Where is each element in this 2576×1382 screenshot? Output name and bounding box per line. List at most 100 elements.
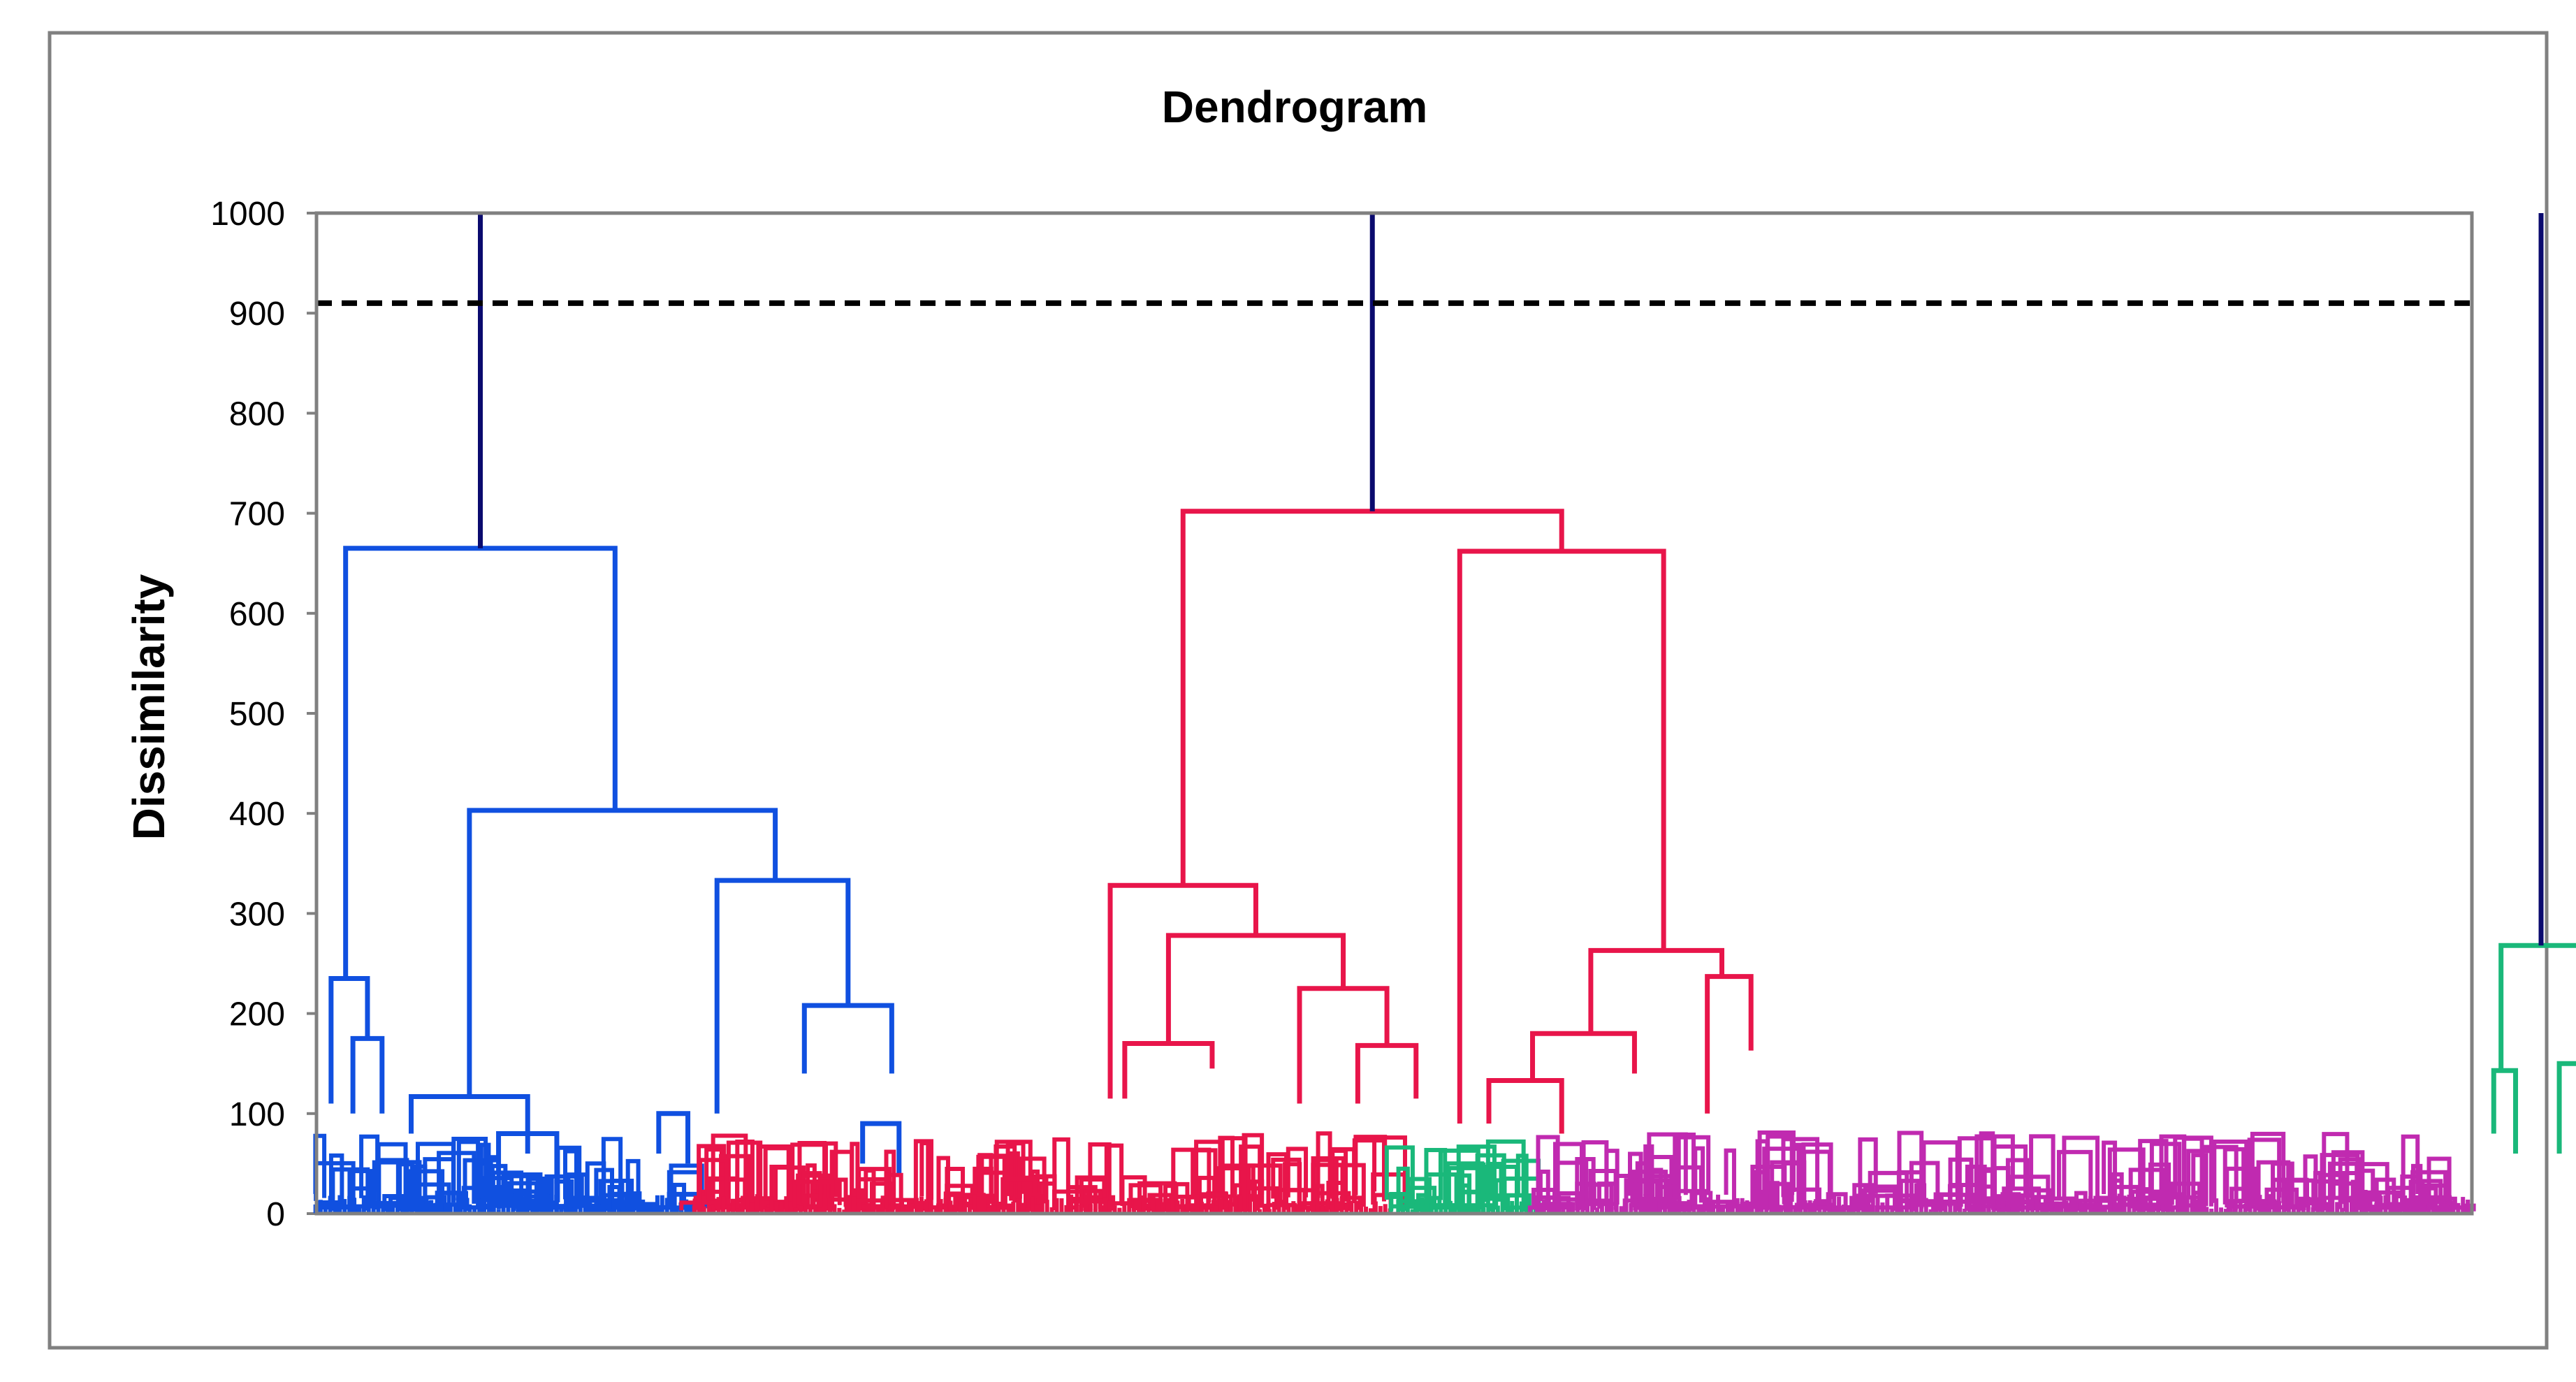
y-tick-label: 400 xyxy=(229,796,285,833)
dendrogram-leaf-link xyxy=(535,1179,552,1208)
dendrogram-link xyxy=(860,1121,902,1174)
dendrogram-leaf-link xyxy=(2029,1134,2055,1198)
dendrogram-leaf-link xyxy=(2107,1147,2146,1209)
dendrogram-leaf-link xyxy=(1604,1149,1620,1205)
dendrogram-leaf-link xyxy=(869,1181,894,1212)
dendrogram-leaf-link xyxy=(1515,1154,1529,1209)
dendrogram-leaf-link xyxy=(1000,1177,1038,1207)
dendrogram-link xyxy=(714,878,851,1114)
dendrogram-link xyxy=(1297,986,1390,1104)
dendrogram-leaf-link xyxy=(1406,1177,1432,1209)
dendrogram-leaf-link xyxy=(1755,1139,1770,1198)
dendrogram-leaf-link xyxy=(2247,1137,2282,1198)
dendrogram-leaf-link xyxy=(1052,1137,1070,1196)
dendrogram-leaf-link xyxy=(1316,1131,1332,1198)
y-axis-label: Dissimilarity xyxy=(124,574,174,840)
y-tick-label: 800 xyxy=(229,395,285,432)
y-tick-label: 1000 xyxy=(210,196,285,233)
dendrogram-leaf-link xyxy=(1438,1148,1480,1206)
dendrogram-leaf-link xyxy=(1724,1148,1736,1207)
dendrogram-link xyxy=(1457,548,1666,1124)
dendrogram-leaf-link xyxy=(1456,1144,1497,1207)
dendrogram-link xyxy=(328,975,370,1104)
dendrogram-leaf-link xyxy=(1326,1180,1345,1209)
dendrogram-leaf-link xyxy=(2160,1188,2173,1212)
dendrogram-leaf-link xyxy=(977,1153,994,1204)
dendrogram-leaf-link xyxy=(1371,1172,1407,1207)
dendrogram-leaf-link xyxy=(823,1141,838,1198)
dendrogram-link xyxy=(1355,1042,1419,1104)
dendrogram-leaf-link xyxy=(735,1140,755,1203)
dendrogram-leaf-link xyxy=(1104,1143,1124,1207)
dendrogram-leaf-link xyxy=(2002,1186,2042,1209)
dendrogram-leaf-link xyxy=(625,1158,641,1209)
dendrogram-leaf-link xyxy=(1221,1163,1256,1207)
y-tick-label: 500 xyxy=(229,696,285,733)
y-tick-label: 300 xyxy=(229,896,285,933)
dendrogram-link xyxy=(656,1111,691,1164)
y-axis-ticks: 0 100 200 300 400 500 600 700 800 900 1000 xyxy=(210,196,316,1233)
dendrogram-link xyxy=(1588,947,1724,1034)
plot-area-border xyxy=(314,211,2474,1216)
dendrogram-leaf-link xyxy=(1575,1156,1596,1210)
dendrogram-leaf-link xyxy=(555,1145,582,1209)
dendrogram-leaf-link xyxy=(1753,1170,1769,1211)
dendrogram-link xyxy=(1486,1078,1564,1134)
dendrogram-leaf-link xyxy=(1489,1161,1504,1201)
y-tick-label: 700 xyxy=(229,496,285,533)
dendrogram-leaf-link xyxy=(1389,1195,1404,1211)
dendrogram-leaf-link xyxy=(884,1172,903,1210)
dendrogram-leaf-link xyxy=(486,1155,501,1209)
dendrogram-leaf-link xyxy=(2005,1158,2030,1207)
dendrogram-leaf-link xyxy=(607,1185,622,1209)
dendrogram-leaf-link xyxy=(461,1186,498,1207)
dendrogram-leaf-link xyxy=(1026,1193,1041,1213)
dendrogram-leaf-link xyxy=(2200,1144,2239,1205)
dendrogram-leaf-link xyxy=(1643,1144,1654,1198)
dendrogram-leaf-link xyxy=(1957,1136,1997,1204)
dendrogram-link xyxy=(350,1035,385,1114)
dendrogram-leaf-link xyxy=(1424,1148,1448,1206)
dendrogram-link xyxy=(801,1003,894,1074)
dendrogram-leaf-link xyxy=(1596,1181,1618,1210)
dendrogram-leaf-link xyxy=(451,1136,488,1202)
cluster-stems xyxy=(478,213,2544,946)
dendrogram-leaf-link xyxy=(1553,1142,1585,1207)
dendrogram-leaf-link xyxy=(1174,1181,1190,1206)
dendrogram-leaf-link xyxy=(1485,1139,1526,1206)
dendrogram-leaf-link xyxy=(2102,1140,2118,1198)
dendrogram-leaf-link xyxy=(359,1134,380,1198)
dendrogram-leaf-link xyxy=(1676,1133,1696,1206)
dendrogram-leaf-link xyxy=(1088,1142,1112,1205)
dendrogram-leaf-link xyxy=(697,1158,729,1206)
dendrogram-leaf-link xyxy=(372,1160,400,1203)
dendrogram-leaf-link xyxy=(1914,1183,1927,1206)
dendrogram-leaf-link xyxy=(672,1182,687,1210)
dendrogram-link xyxy=(467,808,778,1097)
cluster-4 xyxy=(1527,1130,2476,1214)
dendrogram-leaf-link xyxy=(1409,1186,1437,1210)
dendrogram-leaf-link xyxy=(2422,1183,2450,1211)
dendrogram-leaf-link xyxy=(2250,1131,2286,1208)
dendrogram-link xyxy=(1530,1031,1637,1081)
dendrogram-link xyxy=(408,1093,530,1154)
dendrogram-leaf-link xyxy=(1286,1147,1309,1198)
dendrogram-leaf-link xyxy=(1283,1162,1302,1210)
dendrogram-leaf-link xyxy=(973,1170,1007,1205)
dendrogram-leaf-link xyxy=(773,1165,806,1205)
dendrogram-link xyxy=(1705,974,1754,1114)
dendrogram-leaf-link xyxy=(480,1176,514,1206)
y-tick-label: 100 xyxy=(229,1096,285,1133)
chart-outer-frame xyxy=(48,31,2549,1350)
dendrogram-leaf-link xyxy=(1352,1138,1387,1203)
y-tick-label: 900 xyxy=(229,296,285,333)
dendrogram-leaf-link xyxy=(2328,1181,2362,1210)
dendrogram-leaf-link xyxy=(2410,1163,2423,1206)
dendrogram-leaf-link xyxy=(2056,1149,2093,1203)
dendrogram-leaf-link xyxy=(1858,1137,1878,1208)
dendrogram-leaf-link xyxy=(1659,1178,1672,1210)
dendrogram-leaf-link xyxy=(796,1173,831,1208)
dendrogram-leaf-link xyxy=(792,1179,835,1209)
dendrogram-leaf-link xyxy=(1066,1185,1098,1211)
